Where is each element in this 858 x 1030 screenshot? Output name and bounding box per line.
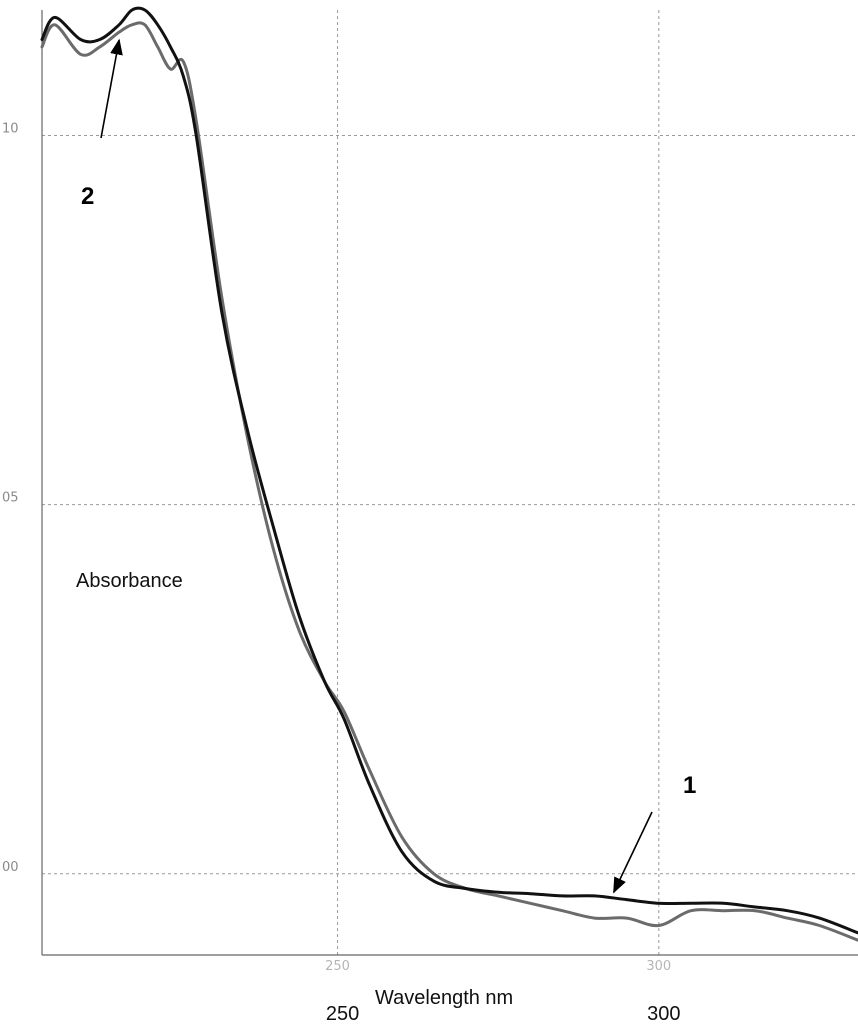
annotations: 12 — [81, 38, 696, 894]
series-line-1 — [40, 6, 858, 935]
y-tick-label: 00 — [2, 860, 19, 875]
x-tick-label-faint: 250 — [325, 959, 350, 974]
y-axis-label: Absorbance — [76, 570, 183, 592]
axes: 00 05 10 250 250 300 300 — [2, 10, 858, 1025]
x-tick-label: 300 — [647, 1003, 680, 1025]
annotation-arrow-2 — [100, 38, 123, 139]
y-tick-label: 05 — [2, 491, 19, 506]
x-axis-label: Wavelength nm — [375, 987, 513, 1009]
grid — [42, 10, 858, 955]
annotation-arrow-1 — [613, 811, 653, 894]
annotation-label-2: 2 — [81, 183, 94, 210]
annotation-label-1: 1 — [683, 772, 696, 799]
series-lines — [40, 6, 858, 942]
series-line-2 — [40, 21, 858, 942]
y-tick-label: 10 — [2, 122, 19, 137]
x-tick-label: 250 — [326, 1003, 359, 1025]
x-tick-label-faint: 300 — [646, 959, 671, 974]
